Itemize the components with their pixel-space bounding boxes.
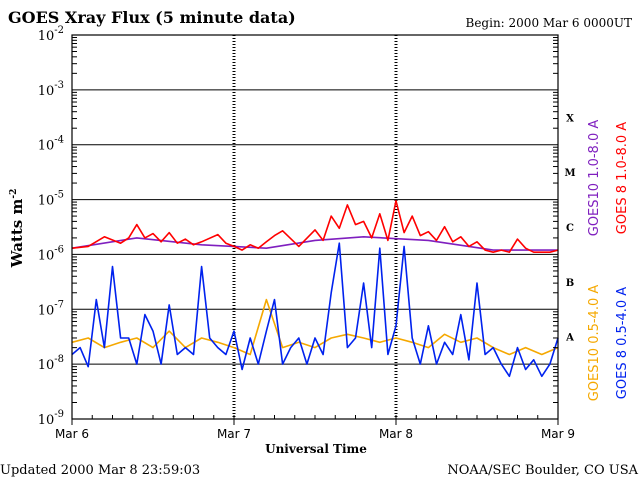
y-tick-label: 10-2 — [38, 25, 64, 44]
source-footer: NOAA/SEC Boulder, CO USA — [447, 463, 638, 478]
legend-entry: GOES10 0.5-4.0 A — [587, 285, 602, 402]
series-line-3 — [71, 298, 559, 356]
y-tick-exponent: -7 — [54, 299, 64, 310]
y-tick-exponent: -8 — [54, 354, 64, 365]
y-tick-exponent: -5 — [54, 190, 64, 201]
x-tick-label: Mar 9 — [541, 427, 575, 441]
x-tick-label: Mar 6 — [55, 427, 89, 441]
y-tick-base: 10 — [38, 303, 55, 318]
y-tick-exponent: -4 — [54, 135, 64, 146]
plot-frame — [71, 34, 559, 420]
y-tick-label: 10-9 — [38, 409, 64, 428]
series-line-0 — [71, 200, 559, 253]
updated-footer: Updated 2000 Mar 8 23:59:03 — [0, 463, 200, 478]
flare-class-label: M — [564, 168, 575, 179]
begin-label: Begin: 2000 Mar 6 0000UT — [466, 16, 632, 30]
y-tick-base: 10 — [38, 84, 55, 99]
x-tick-label: Mar 7 — [217, 427, 251, 441]
legend-entry: GOES 8 0.5-4.0 A — [615, 287, 630, 399]
y-axis-label: Watts m-2 — [8, 189, 26, 269]
y-tick-base: 10 — [38, 139, 55, 154]
y-tick-base: 10 — [38, 194, 55, 209]
y-tick-base: 10 — [38, 358, 55, 373]
series-line-1 — [71, 236, 558, 251]
y-tick-exponent: -2 — [54, 25, 64, 36]
y-tick-label: 10-8 — [38, 354, 64, 373]
y-tick-exponent: -3 — [54, 80, 64, 91]
y-tick-exponent: -6 — [54, 244, 64, 255]
legend-entry: GOES10 1.0-8.0 A — [587, 120, 602, 237]
y-tick-label: 10-4 — [38, 135, 64, 154]
flare-class-label: B — [566, 278, 574, 289]
y-tick-label: 10-5 — [38, 190, 64, 209]
x-axis-label: Universal Time — [265, 442, 367, 456]
y-tick-base: 10 — [38, 413, 55, 428]
y-tick-base: 10 — [38, 248, 55, 263]
x-tick-label: Mar 8 — [379, 427, 413, 441]
flare-class-label: A — [565, 333, 574, 344]
flare-class-label: X — [566, 113, 574, 124]
y-tick-label: 10-3 — [38, 80, 64, 99]
series-line-2 — [71, 242, 559, 378]
chart-title: GOES Xray Flux (5 minute data) — [8, 8, 296, 27]
y-tick-base: 10 — [38, 29, 55, 44]
y-axis-label-exponent: -2 — [9, 189, 19, 199]
y-tick-label: 10-6 — [38, 244, 64, 263]
y-tick-label: 10-7 — [38, 299, 64, 318]
legend-entry: GOES 8 1.0-8.0 A — [615, 122, 630, 234]
y-tick-exponent: -9 — [54, 409, 64, 420]
flare-class-label: C — [566, 223, 574, 234]
